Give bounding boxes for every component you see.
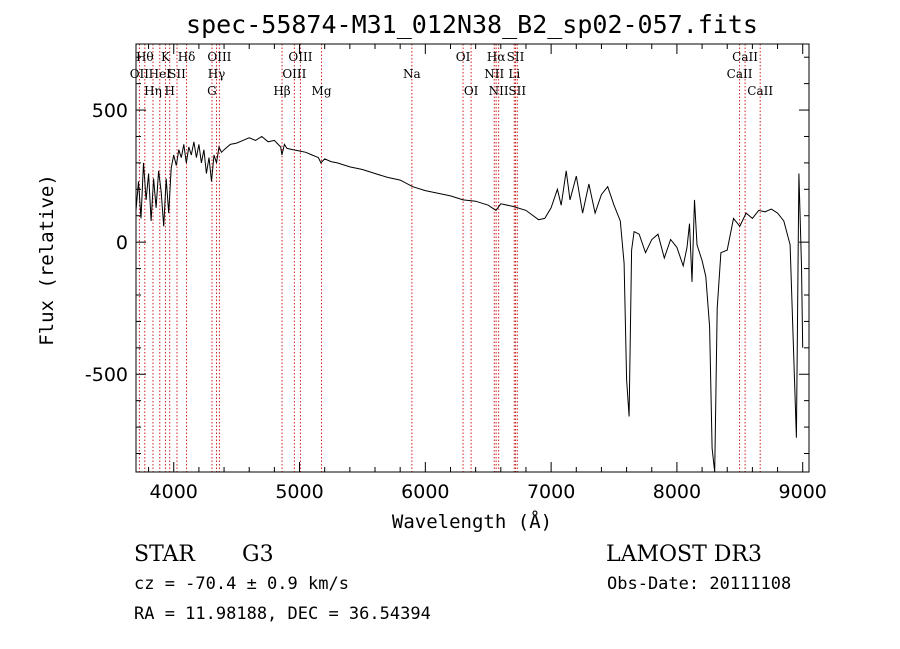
x-tick-label: 6000: [401, 481, 449, 503]
x-tick-label: 7000: [527, 481, 575, 503]
emission-line-label: OI: [464, 84, 479, 98]
x-tick-label: 9000: [779, 481, 827, 503]
x-axis-ticks: 4000 5000 6000 7000 8000 9000: [148, 44, 827, 503]
emission-line-label: OIII: [207, 50, 231, 64]
emission-line-label: Hβ: [273, 84, 290, 98]
y-tick-label: 500: [92, 100, 128, 122]
emission-line-label: SII: [168, 67, 186, 81]
y-axis-label: Flux (relative): [36, 174, 58, 346]
y-tick-label: 0: [116, 232, 128, 254]
x-tick-label: 5000: [275, 481, 323, 503]
emission-line-label: CaII: [727, 67, 753, 81]
emission-line-label: Li: [508, 67, 520, 81]
x-tick-label: 4000: [150, 481, 198, 503]
redshift-info: cz = -70.4 ± 0.9 km/s: [134, 574, 349, 594]
y-tick-label: -500: [85, 364, 128, 386]
emission-line-label: Mg: [312, 84, 332, 98]
emission-line-label: Hα: [487, 50, 506, 64]
emission-line-label: SII: [508, 84, 526, 98]
emission-line-label: OI: [456, 50, 471, 64]
emission-line-labels: OII Hθ Hη HeI K H SII Hδ G Hγ OIII Hβ OIII OIII Mg Na OI…: [130, 50, 774, 98]
y-axis-ticks: 500 0 -500: [85, 56, 809, 455]
emission-line-label: CaII: [747, 84, 773, 98]
emission-line-label: K: [161, 50, 171, 64]
plot-frame: [135, 43, 810, 473]
obs-date: Obs-Date: 20111108: [607, 574, 791, 594]
emission-line-label: Hγ: [208, 67, 226, 81]
x-tick-label: 8000: [653, 481, 701, 503]
emission-line-label: G: [207, 84, 217, 98]
emission-line-label: SII: [507, 50, 525, 64]
emission-line-label: OIII: [288, 50, 312, 64]
emission-line-label: NII: [484, 67, 504, 81]
object-class: STAR: [134, 542, 196, 567]
emission-line-label: H: [164, 84, 174, 98]
emission-line-markers: [138, 44, 761, 472]
emission-line-label: Hθ: [136, 50, 154, 64]
emission-line-label: OIII: [282, 67, 306, 81]
chart-title: spec-55874-M31_012N38_B2_sp02-057.fits: [186, 10, 758, 39]
emission-line-label: Hη: [144, 84, 162, 98]
ra-dec: RA = 11.98188, DEC = 36.54394: [134, 604, 431, 624]
emission-line-label: Hδ: [178, 50, 196, 64]
emission-line-label: NII: [489, 84, 509, 98]
emission-line-label: HeI: [149, 67, 172, 81]
emission-line-label: CaII: [732, 50, 758, 64]
object-subclass: G3: [242, 542, 274, 567]
x-axis-label: Wavelength (Å): [392, 510, 552, 533]
survey-name: LAMOST DR3: [606, 542, 762, 567]
emission-line-label: Na: [403, 67, 421, 81]
spectrum-line: [135, 135, 804, 473]
emission-line-label: OII: [130, 67, 150, 81]
